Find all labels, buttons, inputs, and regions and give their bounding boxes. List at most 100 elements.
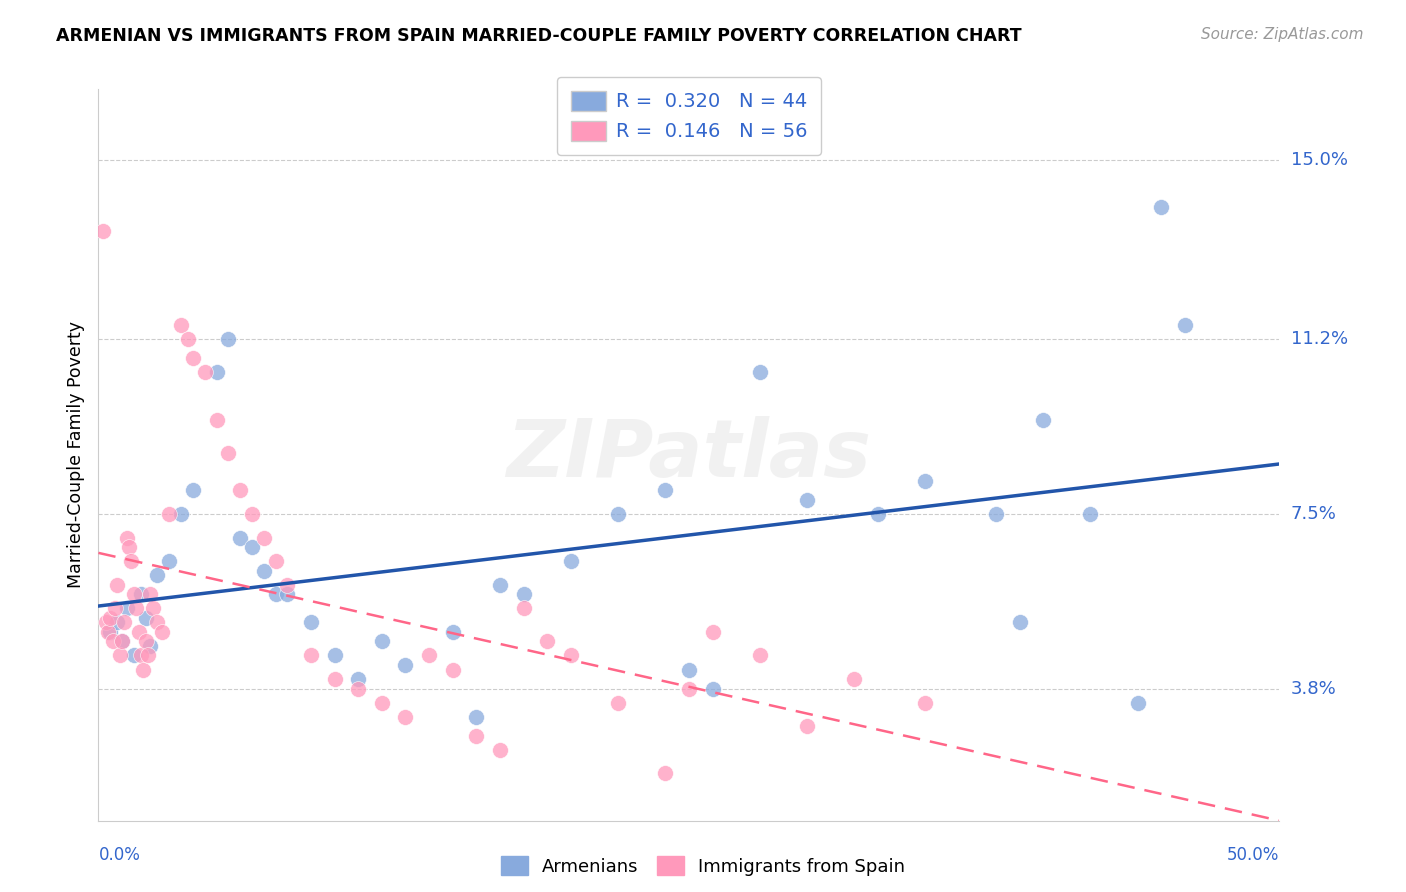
Point bbox=[844, 672, 866, 686]
Point bbox=[264, 587, 287, 601]
Point bbox=[98, 611, 121, 625]
Point bbox=[512, 587, 534, 601]
Point bbox=[217, 445, 239, 459]
Point bbox=[607, 507, 630, 521]
Point bbox=[98, 624, 121, 639]
Point bbox=[128, 624, 150, 639]
Point bbox=[1080, 507, 1102, 521]
Legend: Armenians, Immigrants from Spain: Armenians, Immigrants from Spain bbox=[494, 849, 912, 883]
Point bbox=[122, 648, 145, 663]
Point bbox=[253, 564, 276, 578]
Point bbox=[139, 639, 162, 653]
Point bbox=[748, 648, 770, 663]
Point bbox=[135, 634, 157, 648]
Text: 7.5%: 7.5% bbox=[1291, 505, 1337, 523]
Y-axis label: Married-Couple Family Poverty: Married-Couple Family Poverty bbox=[66, 321, 84, 589]
Point bbox=[1032, 412, 1054, 426]
Point bbox=[702, 624, 724, 639]
Point bbox=[914, 474, 936, 488]
Text: 3.8%: 3.8% bbox=[1291, 680, 1336, 698]
Point bbox=[512, 601, 534, 615]
Point bbox=[132, 663, 155, 677]
Point bbox=[181, 483, 204, 498]
Point bbox=[115, 601, 138, 615]
Point bbox=[276, 577, 298, 591]
Point bbox=[748, 365, 770, 379]
Point bbox=[654, 766, 676, 780]
Point bbox=[118, 540, 141, 554]
Point bbox=[101, 634, 124, 648]
Text: Source: ZipAtlas.com: Source: ZipAtlas.com bbox=[1201, 27, 1364, 42]
Point bbox=[465, 710, 488, 724]
Point bbox=[678, 681, 700, 696]
Point bbox=[146, 615, 169, 630]
Point bbox=[217, 332, 239, 346]
Point bbox=[796, 719, 818, 733]
Point bbox=[299, 615, 322, 630]
Point bbox=[240, 507, 263, 521]
Point bbox=[489, 743, 512, 757]
Point bbox=[299, 648, 322, 663]
Point bbox=[796, 492, 818, 507]
Point bbox=[122, 587, 145, 601]
Point bbox=[654, 483, 676, 498]
Point bbox=[418, 648, 440, 663]
Point bbox=[276, 587, 298, 601]
Text: 15.0%: 15.0% bbox=[1291, 151, 1347, 169]
Point bbox=[1150, 200, 1173, 214]
Point bbox=[111, 634, 134, 648]
Point bbox=[157, 554, 180, 568]
Legend: R =  0.320   N = 44, R =  0.146   N = 56: R = 0.320 N = 44, R = 0.146 N = 56 bbox=[557, 77, 821, 155]
Point bbox=[157, 507, 180, 521]
Text: 0.0%: 0.0% bbox=[98, 846, 141, 863]
Point bbox=[129, 648, 152, 663]
Point bbox=[323, 672, 346, 686]
Point bbox=[205, 412, 228, 426]
Point bbox=[129, 587, 152, 601]
Point bbox=[170, 507, 193, 521]
Point bbox=[323, 648, 346, 663]
Point bbox=[194, 365, 217, 379]
Point bbox=[205, 365, 228, 379]
Point bbox=[347, 681, 370, 696]
Point bbox=[984, 507, 1007, 521]
Point bbox=[371, 696, 394, 710]
Point bbox=[105, 577, 128, 591]
Point bbox=[678, 663, 700, 677]
Point bbox=[135, 611, 157, 625]
Point bbox=[1126, 696, 1149, 710]
Point bbox=[91, 224, 114, 238]
Point bbox=[111, 634, 134, 648]
Point bbox=[394, 657, 416, 672]
Point bbox=[394, 710, 416, 724]
Point bbox=[105, 615, 128, 630]
Point bbox=[150, 624, 173, 639]
Point bbox=[170, 318, 193, 333]
Point bbox=[108, 648, 131, 663]
Point bbox=[229, 531, 252, 545]
Point bbox=[347, 672, 370, 686]
Point bbox=[177, 332, 200, 346]
Point bbox=[139, 587, 162, 601]
Point bbox=[560, 648, 582, 663]
Point bbox=[441, 624, 464, 639]
Point bbox=[489, 577, 512, 591]
Point bbox=[253, 531, 276, 545]
Point bbox=[136, 648, 159, 663]
Point bbox=[104, 601, 127, 615]
Point bbox=[146, 568, 169, 582]
Point bbox=[702, 681, 724, 696]
Point bbox=[536, 634, 558, 648]
Point bbox=[112, 615, 135, 630]
Point bbox=[560, 554, 582, 568]
Text: ZIPatlas: ZIPatlas bbox=[506, 416, 872, 494]
Point bbox=[125, 601, 148, 615]
Point bbox=[1008, 615, 1031, 630]
Point bbox=[914, 696, 936, 710]
Point bbox=[121, 554, 143, 568]
Point bbox=[371, 634, 394, 648]
Text: 11.2%: 11.2% bbox=[1291, 330, 1348, 348]
Point bbox=[607, 696, 630, 710]
Point bbox=[229, 483, 252, 498]
Point bbox=[441, 663, 464, 677]
